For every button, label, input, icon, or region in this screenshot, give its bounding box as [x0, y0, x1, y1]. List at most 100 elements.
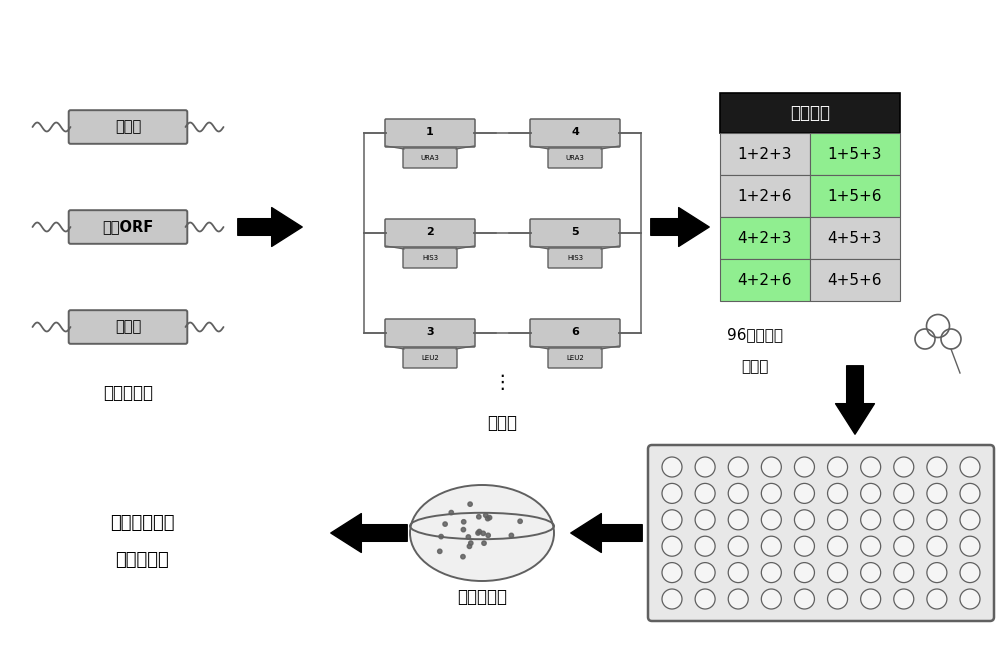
Circle shape	[467, 544, 472, 548]
Circle shape	[960, 457, 980, 477]
Text: 排列组合: 排列组合	[790, 104, 830, 122]
Circle shape	[794, 562, 814, 582]
Text: 终止子: 终止子	[115, 319, 141, 335]
Circle shape	[695, 562, 715, 582]
Text: 正确转化子: 正确转化子	[457, 588, 507, 606]
Circle shape	[894, 536, 914, 556]
FancyBboxPatch shape	[720, 217, 810, 259]
Ellipse shape	[410, 485, 554, 581]
Text: ⋮: ⋮	[492, 373, 512, 393]
Circle shape	[828, 536, 848, 556]
Circle shape	[861, 510, 881, 530]
Circle shape	[728, 483, 748, 503]
Circle shape	[695, 483, 715, 503]
Text: 4+2+6: 4+2+6	[738, 272, 792, 288]
Circle shape	[695, 457, 715, 477]
Circle shape	[828, 510, 848, 530]
Circle shape	[509, 533, 514, 538]
Text: 1+5+6: 1+5+6	[828, 188, 882, 204]
Text: 基因ORF: 基因ORF	[102, 219, 154, 235]
Circle shape	[894, 562, 914, 582]
Text: 3: 3	[426, 327, 434, 337]
Text: 1: 1	[426, 127, 434, 137]
FancyBboxPatch shape	[530, 119, 620, 147]
Circle shape	[462, 520, 466, 524]
Circle shape	[662, 589, 682, 609]
Circle shape	[468, 502, 472, 506]
Circle shape	[728, 536, 748, 556]
Circle shape	[861, 457, 881, 477]
Circle shape	[861, 562, 881, 582]
Circle shape	[960, 536, 980, 556]
Circle shape	[695, 589, 715, 609]
FancyBboxPatch shape	[69, 310, 187, 344]
FancyBboxPatch shape	[648, 445, 994, 621]
Circle shape	[662, 536, 682, 556]
Text: 待筛选元件: 待筛选元件	[103, 384, 153, 402]
FancyBboxPatch shape	[548, 248, 602, 268]
Circle shape	[927, 483, 947, 503]
FancyBboxPatch shape	[548, 148, 602, 168]
FancyBboxPatch shape	[720, 133, 810, 175]
FancyBboxPatch shape	[385, 119, 475, 147]
Circle shape	[728, 510, 748, 530]
Circle shape	[662, 483, 682, 503]
Circle shape	[482, 541, 486, 546]
Circle shape	[477, 530, 482, 533]
Circle shape	[443, 522, 447, 526]
Circle shape	[487, 515, 492, 520]
FancyBboxPatch shape	[530, 319, 620, 347]
Circle shape	[960, 562, 980, 582]
Circle shape	[481, 531, 485, 535]
Circle shape	[828, 457, 848, 477]
Text: LEU2: LEU2	[566, 355, 584, 361]
Circle shape	[794, 536, 814, 556]
Circle shape	[662, 510, 682, 530]
Circle shape	[484, 513, 488, 517]
FancyBboxPatch shape	[403, 348, 457, 368]
Circle shape	[894, 483, 914, 503]
Text: 4: 4	[571, 127, 579, 137]
Circle shape	[761, 457, 781, 477]
Text: 筛选高效模块: 筛选高效模块	[110, 514, 174, 532]
Circle shape	[861, 589, 881, 609]
Circle shape	[894, 457, 914, 477]
FancyBboxPatch shape	[530, 219, 620, 247]
Circle shape	[761, 510, 781, 530]
Circle shape	[438, 549, 442, 553]
Circle shape	[828, 562, 848, 582]
Circle shape	[695, 510, 715, 530]
Circle shape	[894, 589, 914, 609]
Circle shape	[894, 510, 914, 530]
Circle shape	[728, 589, 748, 609]
Text: HIS3: HIS3	[422, 255, 438, 261]
Circle shape	[469, 541, 473, 545]
Circle shape	[927, 589, 947, 609]
Circle shape	[486, 533, 490, 537]
Circle shape	[794, 589, 814, 609]
Circle shape	[485, 517, 490, 521]
FancyBboxPatch shape	[810, 133, 900, 175]
Text: 5: 5	[571, 227, 579, 237]
Text: 4+5+6: 4+5+6	[828, 272, 882, 288]
Circle shape	[761, 562, 781, 582]
Circle shape	[761, 589, 781, 609]
FancyBboxPatch shape	[720, 259, 810, 301]
Circle shape	[960, 589, 980, 609]
Text: 6: 6	[571, 327, 579, 337]
Text: 4+5+3: 4+5+3	[828, 230, 882, 246]
Circle shape	[518, 519, 522, 524]
Text: URA3: URA3	[421, 155, 439, 161]
Circle shape	[461, 555, 465, 559]
Text: 模块库: 模块库	[487, 414, 517, 432]
Circle shape	[794, 483, 814, 503]
FancyBboxPatch shape	[69, 210, 187, 244]
Circle shape	[828, 589, 848, 609]
Circle shape	[728, 457, 748, 477]
Text: HIS3: HIS3	[567, 255, 583, 261]
Circle shape	[794, 457, 814, 477]
FancyBboxPatch shape	[403, 148, 457, 168]
FancyBboxPatch shape	[810, 259, 900, 301]
Text: LEU2: LEU2	[421, 355, 439, 361]
Circle shape	[761, 483, 781, 503]
